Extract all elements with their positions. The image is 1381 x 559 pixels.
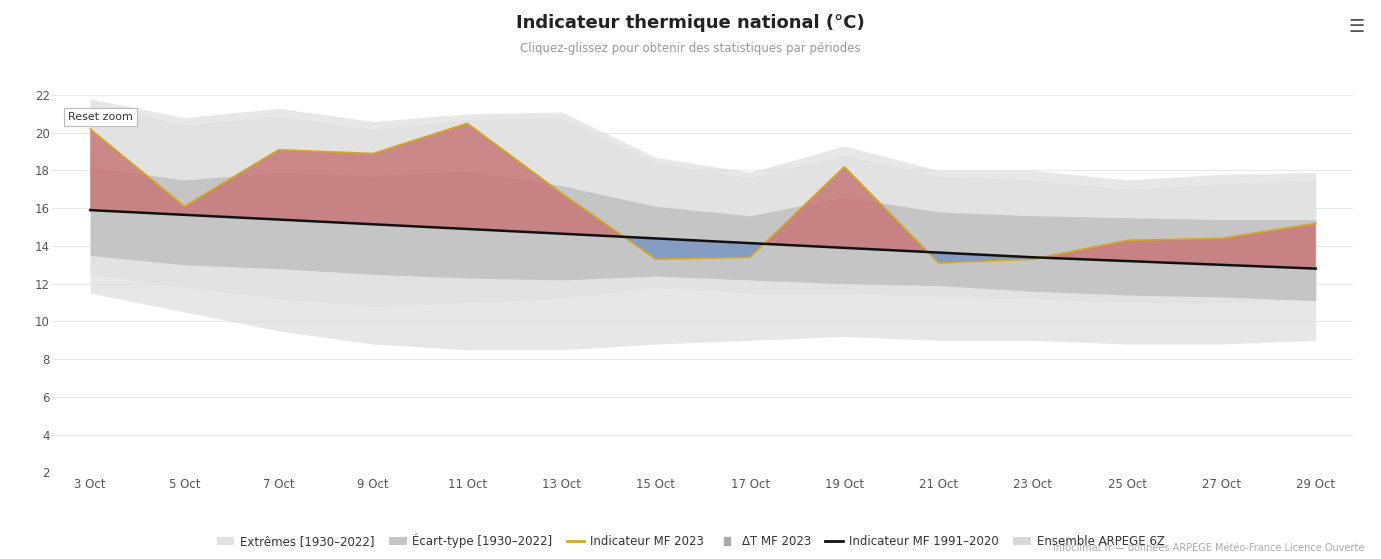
Legend: Extrêmes [1930–2022], Écart-type [1930–2022], Indicateur MF 2023, ΔT MF 2023, In: Extrêmes [1930–2022], Écart-type [1930–2… (211, 529, 1170, 553)
Text: Indicateur thermique national (°C): Indicateur thermique national (°C) (516, 14, 865, 32)
Text: Cliquez-glissez pour obtenir des statistiques par périodes: Cliquez-glissez pour obtenir des statist… (521, 42, 860, 55)
Text: ☰: ☰ (1348, 18, 1364, 36)
Text: Reset zoom: Reset zoom (68, 112, 133, 122)
Text: infoclimat.fr — données ARPEGE Météo-France Licence Ouverte: infoclimat.fr — données ARPEGE Météo-Fra… (1054, 543, 1364, 553)
